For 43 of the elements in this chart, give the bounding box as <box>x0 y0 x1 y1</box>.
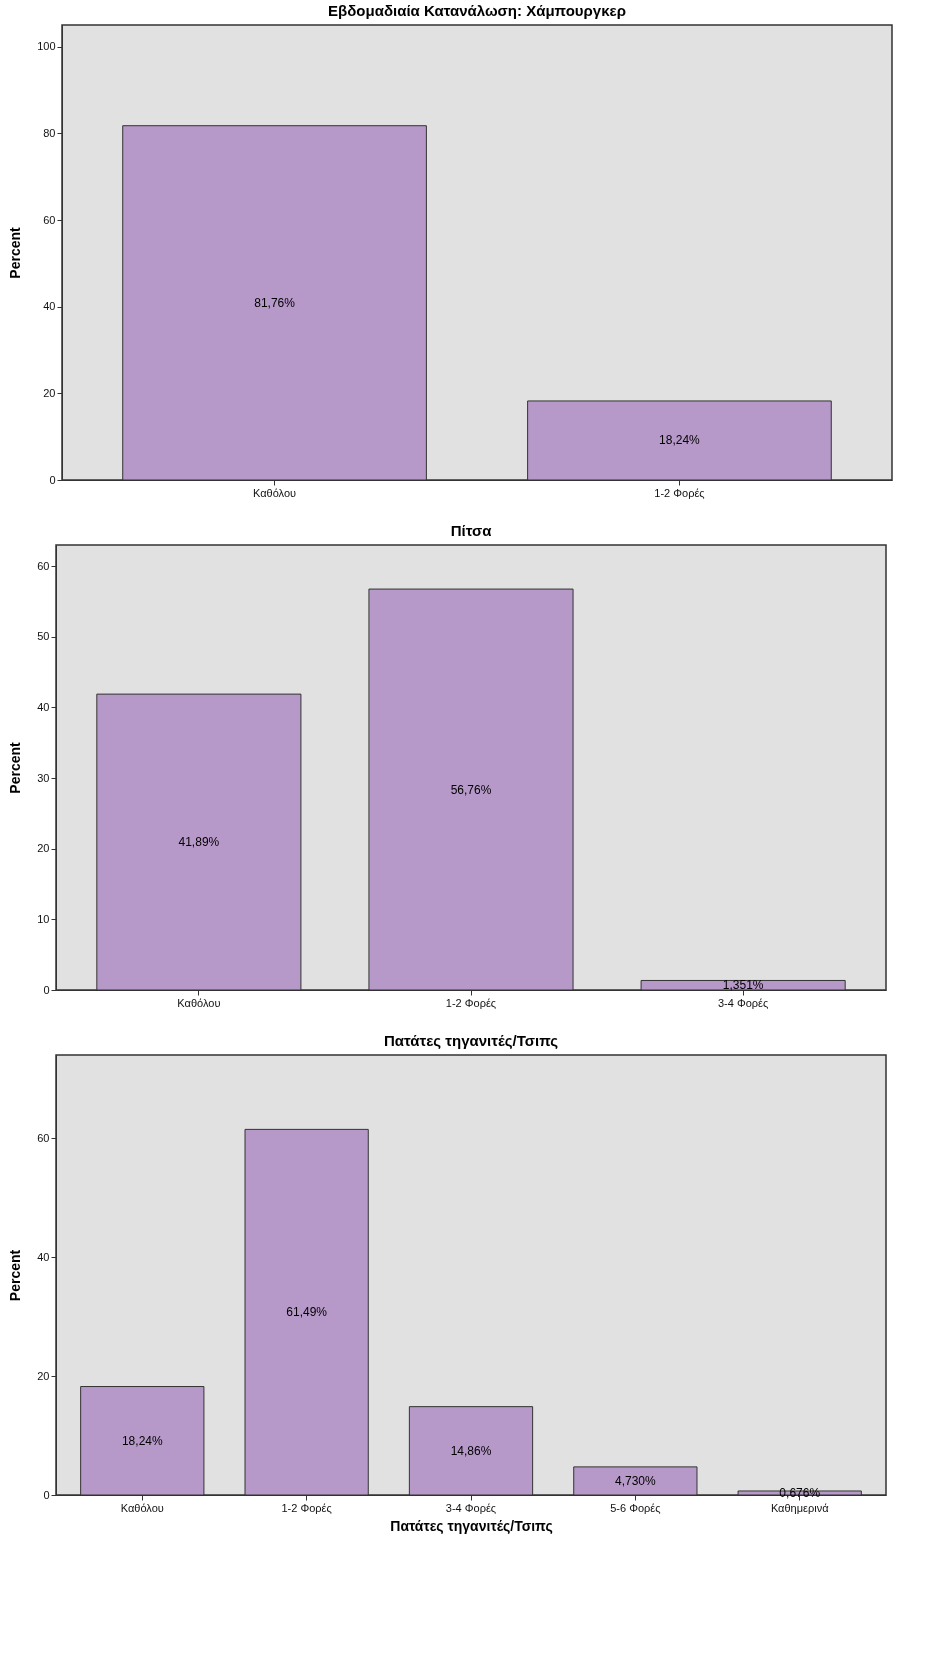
y-tick-label: 40 <box>37 700 50 713</box>
y-tick-label: 80 <box>43 126 56 139</box>
x-axis-title: Πατάτες τηγανιτές/Τσιπς <box>390 1517 553 1534</box>
y-axis-title: Percent <box>7 741 24 794</box>
y-tick-label: 100 <box>37 40 56 53</box>
y-axis-title: Percent <box>7 226 24 279</box>
data-label: 56,76% <box>450 782 492 797</box>
chart-title: Εβδομαδιαία Κατανάλωση: Χάμπουργκερ <box>328 2 626 19</box>
y-tick-label: 0 <box>49 473 56 486</box>
x-tick-label: Καθόλου <box>253 486 297 499</box>
x-tick-label: 1-2 Φορές <box>445 996 497 1009</box>
data-label: 41,89% <box>178 835 220 850</box>
x-tick-label: 5-6 Φορές <box>610 1501 661 1514</box>
y-tick-label: 20 <box>43 386 56 399</box>
x-tick-label: Καθημερινά <box>770 1501 830 1514</box>
data-label: 14,86% <box>450 1443 492 1458</box>
y-tick-label: 60 <box>37 559 50 572</box>
y-tick-label: 60 <box>43 213 56 226</box>
y-tick-label: 10 <box>37 912 50 925</box>
y-tick-label: 50 <box>37 630 50 643</box>
data-label: 81,76% <box>254 295 296 310</box>
y-tick-label: 0 <box>43 983 50 996</box>
x-tick-label: 1-2 Φορές <box>654 486 705 499</box>
x-tick-label: Καθόλου <box>120 1501 164 1514</box>
data-label: 4,730% <box>615 1473 657 1488</box>
y-tick-label: 30 <box>37 771 50 784</box>
data-label: 61,49% <box>286 1305 328 1320</box>
x-tick-label: 3-4 Φορές <box>717 996 769 1009</box>
x-tick-label: Καθόλου <box>177 996 221 1009</box>
data-label: 18,24% <box>121 1433 163 1448</box>
x-tick-label: 1-2 Φορές <box>281 1501 332 1514</box>
chart-title: Πατάτες τηγανιτές/Τσιπς <box>383 1032 559 1049</box>
data-label: 1,351% <box>722 978 764 993</box>
y-axis-title: Percent <box>7 1249 24 1302</box>
chart-title: Πίτσα <box>450 522 493 539</box>
data-label: 18,24% <box>659 433 701 448</box>
y-tick-label: 20 <box>37 842 50 855</box>
y-tick-label: 40 <box>43 300 56 313</box>
x-tick-label: 3-4 Φορές <box>445 1501 497 1514</box>
y-tick-label: 20 <box>37 1369 50 1382</box>
y-tick-label: 40 <box>37 1250 50 1263</box>
y-tick-label: 0 <box>43 1488 50 1501</box>
y-tick-label: 60 <box>37 1131 50 1144</box>
